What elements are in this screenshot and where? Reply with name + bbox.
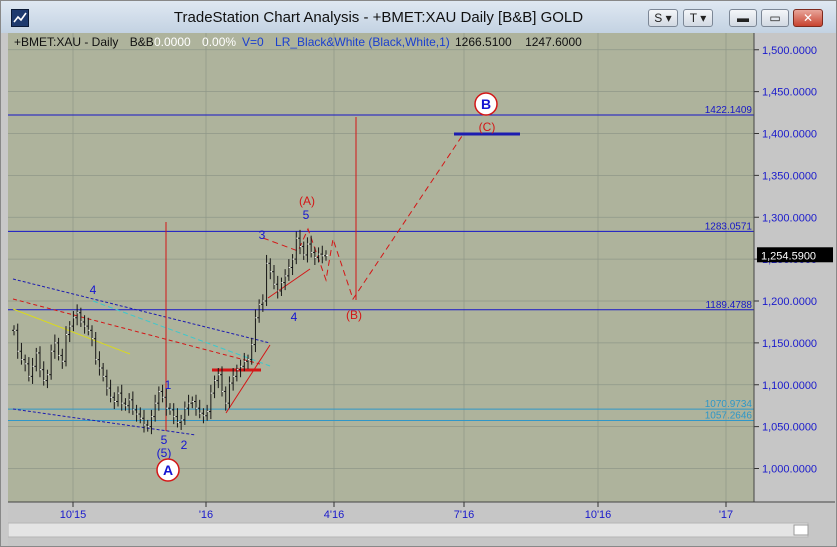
y-tick-label: 1,500.0000 [762, 45, 817, 57]
close-button[interactable]: ✕ [793, 9, 823, 27]
wave-label: 4 [90, 283, 97, 297]
wave-label: 4 [291, 310, 298, 324]
title-bar[interactable]: TradeStation Chart Analysis - +BMET:XAU … [1, 1, 836, 33]
change-percent: 0.00% [202, 35, 236, 49]
y-tick-label: 1,050.0000 [762, 422, 817, 434]
last-price-flag [757, 247, 833, 263]
price-axis-background [754, 33, 835, 502]
chevron-down-icon: ▾ [665, 11, 672, 25]
x-tick-label: 7'16 [454, 509, 474, 521]
chart-area[interactable]: 1422.1409 1283.0571 1189.4788 1070.9734 1057… [8, 33, 835, 546]
y-tick-label: 1,400.0000 [762, 129, 817, 141]
app-icon-glyph [13, 12, 27, 23]
svg-text:+BMET:XAU - Daily B&B: +BMET:XAU - Daily B&B [14, 35, 154, 49]
price-bars [12, 229, 328, 435]
red-wedge-line [225, 344, 271, 414]
x-tick-label: '16 [199, 509, 213, 521]
yellow-trendline [12, 308, 131, 355]
projection-path [262, 132, 465, 301]
change-value: 0.0000 [154, 35, 191, 49]
circle-label-text: A [163, 462, 173, 478]
x-tick-label: '17 [719, 509, 733, 521]
level-label: 1422.1409 [705, 105, 753, 116]
bb-label: B&B [130, 35, 154, 49]
t-button-label: T [689, 11, 697, 25]
chevron-down-icon: ▾ [700, 11, 707, 25]
level-label: 1070.9734 [705, 399, 753, 410]
svg-text:V=0 LR_Black&White (Bl: V=0 LR_Black&White (Black,White,1) [242, 35, 450, 49]
channel-upper [12, 278, 271, 344]
wedge-lower [267, 268, 311, 299]
symbol-label: +BMET:XAU - Daily [14, 35, 118, 49]
y-tick-label: 1,200.0000 [762, 296, 817, 308]
minimize-icon: ▬ [737, 11, 749, 25]
y-tick-label: 1,450.0000 [762, 87, 817, 99]
fib-levels: 1422.1409 1283.0571 1189.4788 1070.97341057… [8, 105, 754, 422]
study-label: LR_Black&White (Black,White,1) [275, 35, 450, 49]
wave-label: (5) [157, 446, 172, 460]
level-label: 1283.0571 [705, 221, 753, 232]
y-tick-label: 1,000.0000 [762, 464, 817, 476]
axes: 1,500.0000 1,450.0000 1,400.0000 1,350.0000… [8, 33, 835, 521]
x-tick-label: 10'15 [60, 509, 87, 521]
wave-label: (A) [299, 194, 315, 208]
wave-label: 5 [161, 433, 168, 447]
grid [8, 33, 754, 502]
minimize-button[interactable]: ▬ [729, 9, 757, 27]
scrollbar-thumb[interactable] [793, 524, 809, 536]
y-tick-label: 1,150.0000 [762, 338, 817, 350]
header-value-1: 1266.5100 [455, 35, 512, 49]
svg-text:1266.5100 1247.6000: 1266.5100 1247.6000 [455, 35, 582, 49]
maximize-button[interactable]: ▭ [761, 9, 789, 27]
circle-label-text: B [481, 96, 491, 112]
red-trendline [12, 298, 261, 365]
s-menu-button[interactable]: S ▾ [648, 9, 678, 27]
wave-label: 2 [181, 438, 188, 452]
circle-label-ring [156, 458, 180, 482]
x-tick-label: 4'16 [324, 509, 344, 521]
maximize-icon: ▭ [769, 11, 781, 25]
wave-labels: 415(5)23(A)54 (B)(C)AB [90, 92, 498, 482]
x-tick-label: 10'16 [585, 509, 612, 521]
wave-label: (C) [479, 120, 496, 134]
wave-label: 3 [259, 228, 266, 242]
plot-background [8, 33, 754, 502]
wave-label: 1 [165, 378, 172, 392]
last-price-label: 1,254.5900 [761, 250, 816, 262]
wave-label: (B) [346, 308, 362, 322]
t-menu-button[interactable]: T ▾ [683, 9, 713, 27]
level-label: 1057.2646 [705, 411, 753, 422]
header-value-2: 1247.6000 [525, 35, 582, 49]
wave-label: 5 [303, 208, 310, 222]
channel-lower [12, 408, 197, 436]
svg-text:0.0000 0.00%: 0.0000 0.00% [154, 35, 236, 49]
s-button-label: S [654, 11, 663, 25]
circle-label-ring [474, 92, 498, 116]
y-tick-label: 1,350.0000 [762, 170, 817, 182]
volume-label: V=0 [242, 35, 264, 49]
y-tick-label: 1,100.0000 [762, 380, 817, 392]
chart-svg[interactable]: 1422.1409 1283.0571 1189.4788 1070.97341057… [8, 33, 835, 546]
horizontal-scrollbar[interactable] [8, 522, 809, 538]
level-label: 1189.4788 [705, 300, 752, 311]
window-title: TradeStation Chart Analysis - +BMET:XAU … [173, 9, 584, 26]
app-icon[interactable] [11, 9, 29, 27]
y-tick-label: 1,300.0000 [762, 212, 817, 224]
close-icon: ✕ [802, 11, 814, 25]
